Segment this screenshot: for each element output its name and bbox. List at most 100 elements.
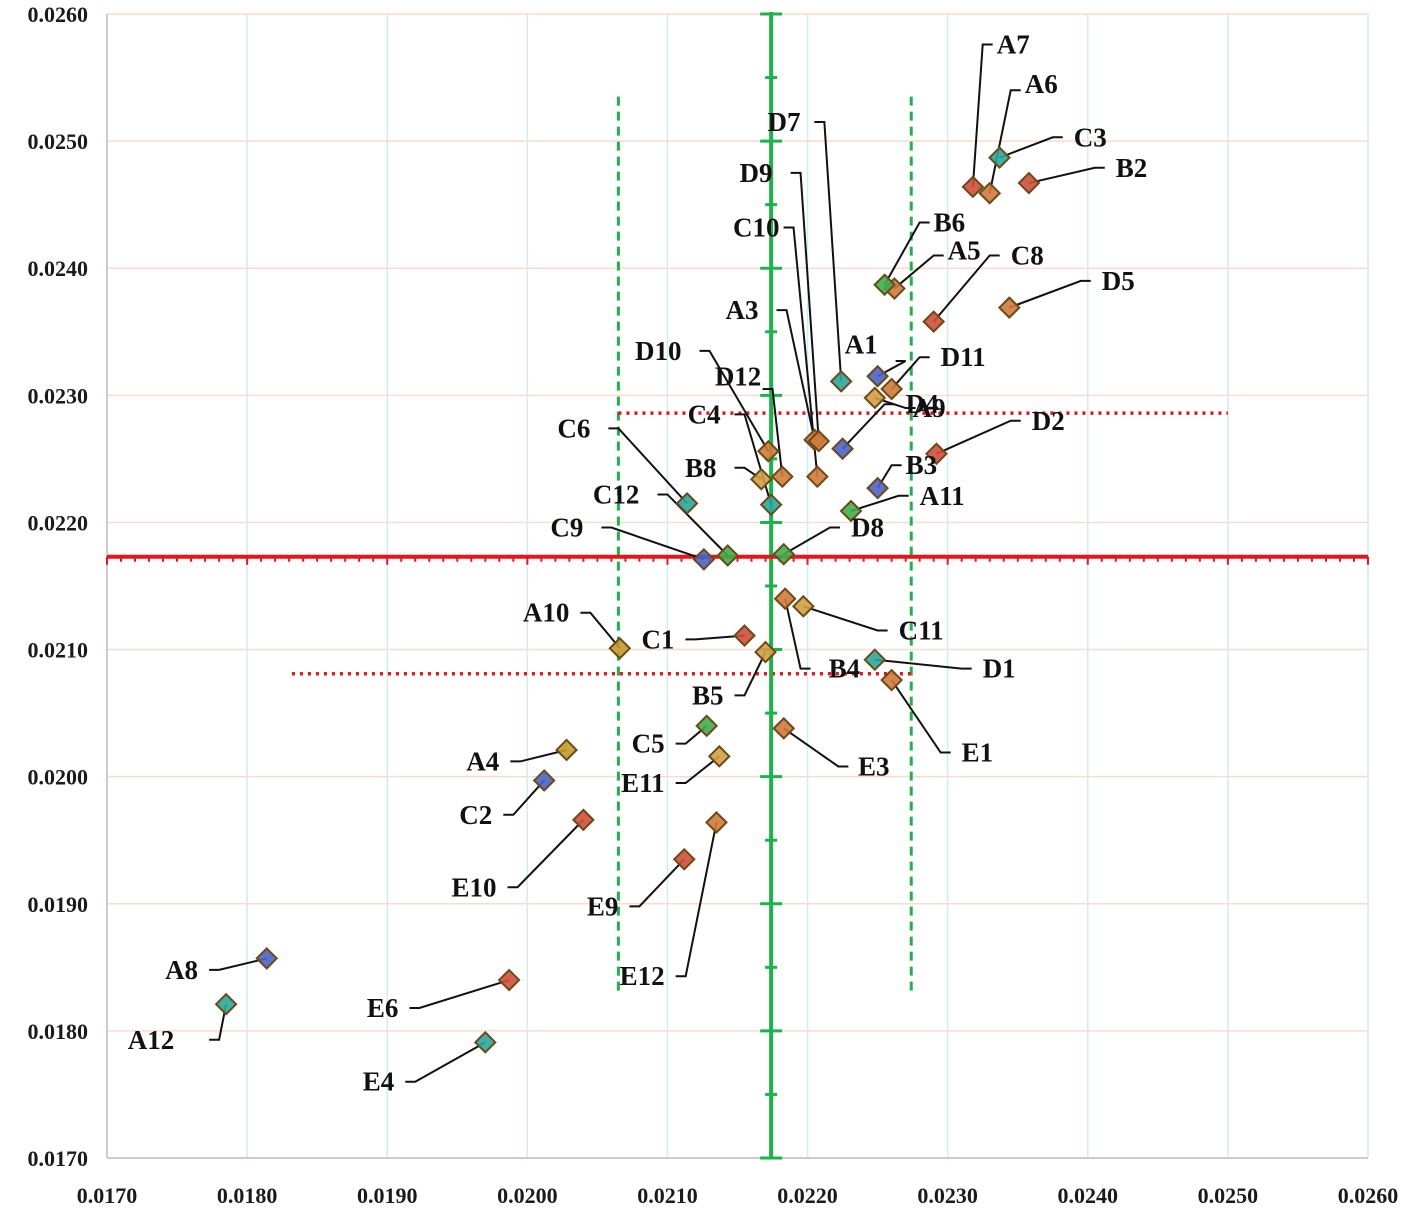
leader-line <box>776 309 816 441</box>
point-label-b2: B2 <box>1116 153 1148 183</box>
leader-line <box>209 957 267 971</box>
data-point-d9 <box>807 429 831 453</box>
leader-line <box>874 396 916 410</box>
data-point-d7 <box>829 369 853 393</box>
leader-line <box>783 226 819 477</box>
point-label-c1: C1 <box>641 624 674 654</box>
point-label-a6: A6 <box>1025 69 1058 99</box>
leader-line <box>936 419 1021 455</box>
data-point-c9 <box>692 547 716 571</box>
y-tick-label: 0.0170 <box>28 1146 89 1171</box>
point-label-e3: E3 <box>858 751 890 781</box>
data-point-c8 <box>922 310 946 334</box>
y-tick-label: 0.0210 <box>28 638 89 663</box>
y-tick-label: 0.0230 <box>28 383 89 408</box>
leader-line <box>510 749 567 763</box>
data-point-e11 <box>707 744 731 768</box>
leader-line <box>850 494 909 512</box>
data-point-c5 <box>695 714 719 738</box>
leader-line <box>841 403 895 450</box>
leader-line <box>629 858 685 908</box>
point-label-b8: B8 <box>685 453 717 483</box>
point-label-a3: A3 <box>726 295 759 325</box>
x-tick-label: 0.0190 <box>357 1183 418 1208</box>
data-point-b6 <box>873 273 897 297</box>
leader-line <box>874 658 972 670</box>
y-tick-label: 0.0220 <box>28 510 89 535</box>
x-tick-labels: 0.0170 0.0180 0.0190 0.0200 0.0210 0.0220 0.02… <box>77 1183 1399 1208</box>
point-label-c8: C8 <box>1011 241 1044 271</box>
point-label-e6: E6 <box>367 993 399 1023</box>
data-point-e6 <box>497 968 521 992</box>
point-label-c2: C2 <box>459 800 492 830</box>
data-point-d2 <box>925 442 948 466</box>
leader-line <box>685 634 745 641</box>
leader-line <box>790 171 820 442</box>
point-label-a7: A7 <box>997 30 1030 60</box>
point-label-d1: D1 <box>983 654 1016 684</box>
data-point-a10 <box>608 636 632 660</box>
data-point-a9 <box>863 386 887 410</box>
x-tick-label: 0.0210 <box>637 1183 698 1208</box>
point-label-e10: E10 <box>451 872 496 902</box>
leader-line <box>734 651 767 697</box>
data-point-a12 <box>214 992 238 1016</box>
data-point-b4 <box>773 587 797 611</box>
point-label-c4: C4 <box>688 399 721 429</box>
data-point-e3 <box>772 716 796 740</box>
leader-line <box>783 727 849 768</box>
plot-axes <box>106 14 1368 1159</box>
leader-line <box>507 819 585 889</box>
point-label-a9: A9 <box>913 393 946 423</box>
point-label-d8: D8 <box>851 513 884 543</box>
data-point-c6 <box>675 491 699 515</box>
data-point-d5 <box>997 296 1021 320</box>
point-label-a10: A10 <box>523 598 570 628</box>
data-point-c2 <box>532 769 556 792</box>
leader-line <box>657 493 729 557</box>
point-label-e9: E9 <box>587 891 619 921</box>
point-label-a11: A11 <box>920 481 965 511</box>
leader-line <box>409 979 510 1010</box>
label-leader-lines <box>209 43 1105 1083</box>
point-label-c3: C3 <box>1074 122 1107 152</box>
data-point-c10 <box>805 465 829 489</box>
leader-line <box>971 43 993 187</box>
point-label-b6: B6 <box>934 207 966 237</box>
data-point-c11 <box>791 594 815 618</box>
leader-line <box>803 605 888 632</box>
point-label-b4: B4 <box>829 654 861 684</box>
leader-line <box>580 611 621 649</box>
leader-line <box>209 1004 228 1041</box>
point-label-a5: A5 <box>948 235 981 265</box>
y-tick-label: 0.0240 <box>28 256 89 281</box>
leader-line <box>762 387 784 477</box>
point-label-d2: D2 <box>1032 406 1065 436</box>
leader-line <box>999 136 1063 159</box>
point-label-c6: C6 <box>557 413 590 443</box>
leader-line <box>675 755 720 785</box>
data-point-d4 <box>831 437 854 461</box>
leader-line <box>1028 166 1105 185</box>
leader-line <box>405 1041 486 1083</box>
point-label-c11: C11 <box>899 615 944 645</box>
point-label-c5: C5 <box>632 729 665 759</box>
point-label-b5: B5 <box>692 680 724 710</box>
y-tick-label: 0.0200 <box>28 765 89 790</box>
data-point-e1 <box>880 668 904 692</box>
point-label-d11: D11 <box>941 342 986 372</box>
data-point-c1 <box>733 624 756 647</box>
data-point-b5 <box>754 640 777 664</box>
data-point-c4 <box>759 493 783 517</box>
leader-line <box>883 221 930 286</box>
data-point-d12 <box>770 465 794 489</box>
y-tick-label: 0.0250 <box>28 129 89 154</box>
data-point-d11 <box>880 377 904 401</box>
x-tick-label: 0.0240 <box>1058 1183 1119 1208</box>
leader-line <box>890 679 951 754</box>
point-label-d5: D5 <box>1102 266 1135 296</box>
x-tick-label: 0.0220 <box>777 1183 838 1208</box>
point-label-a12: A12 <box>128 1025 175 1055</box>
point-label-c12: C12 <box>593 479 640 509</box>
x-tick-label: 0.0180 <box>217 1183 278 1208</box>
